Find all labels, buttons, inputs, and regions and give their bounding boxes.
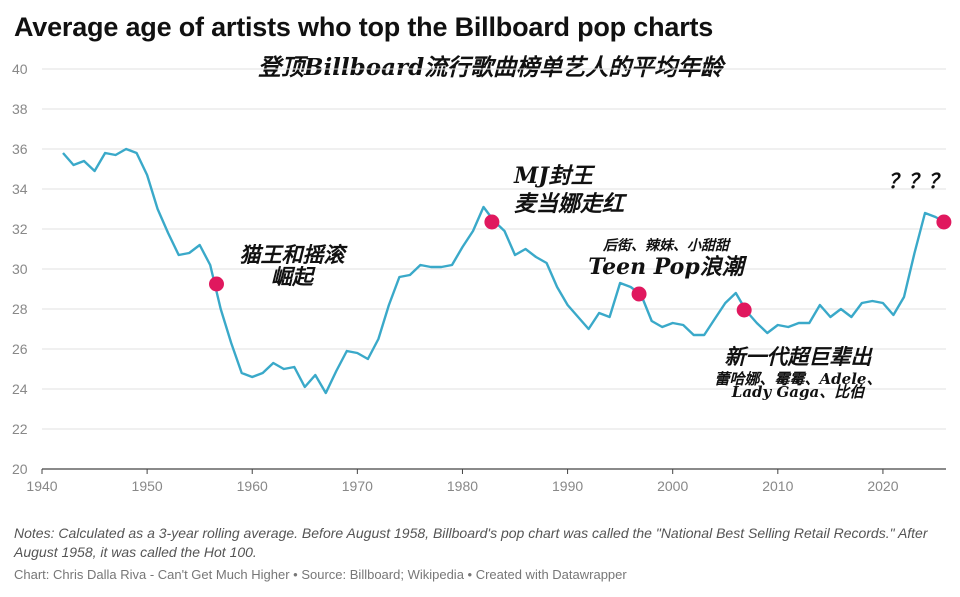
annotation-text: 崛起 [271,264,316,289]
y-tick-label: 36 [12,141,28,157]
y-tick-label: 32 [12,221,28,237]
chart-subtitle: 登顶Billboard流行歌曲榜单艺人的平均年龄 [258,54,724,81]
highlight-point [631,286,647,302]
x-tick-label: 1980 [447,478,478,494]
y-tick-label: 26 [12,341,28,357]
x-tick-label: 2020 [867,478,898,494]
y-tick-label: 40 [12,61,28,77]
y-tick-label: 34 [12,181,28,197]
annotation-text: 后街、辣妹、小甜甜 [602,237,732,254]
annotation-text: Lady Gaga、比伯 [731,383,866,401]
annotation-text: MJ封王 [513,163,596,189]
x-tick-label: 1940 [26,478,57,494]
chart-notes: Notes: Calculated as a 3-year rolling av… [14,525,928,560]
annotation-text: 麦当娜走红 [514,191,628,217]
highlight-point [736,302,752,318]
annotation-text: 蕾哈娜、霉霉、Adele、 [715,370,882,388]
y-tick-label: 38 [12,101,28,117]
highlight-point [936,214,952,230]
annotation-text: 猫王和摇滚 [240,242,349,267]
y-tick-label: 30 [12,261,28,277]
y-tick-label: 28 [12,301,28,317]
x-tick-label: 2010 [762,478,793,494]
highlight-point [484,214,500,230]
annotation-text: ？？？ [888,169,948,193]
x-tick-label: 1970 [342,478,373,494]
line-chart: 20 22 24 26 28 30 32 34 36 38 40 1940 1950 1960 1970 19… [12,61,952,494]
x-tick-label: 1950 [132,478,163,494]
y-tick-label: 20 [12,461,28,477]
x-tick-label: 2000 [657,478,688,494]
x-tick-label: 1990 [552,478,583,494]
chart-credit: Chart: Chris Dalla Riva - Can't Get Much… [14,567,627,582]
y-tick-label: 22 [12,421,28,437]
series-line [62,147,947,395]
x-tick-label: 1960 [237,478,268,494]
y-tick-label: 24 [12,381,28,397]
annotation-text: Teen Pop浪潮 [588,254,748,280]
highlight-point [208,276,224,292]
chart-title: Average age of artists who top the Billb… [14,12,714,42]
annotation-text: 新一代超巨辈出 [725,344,874,369]
